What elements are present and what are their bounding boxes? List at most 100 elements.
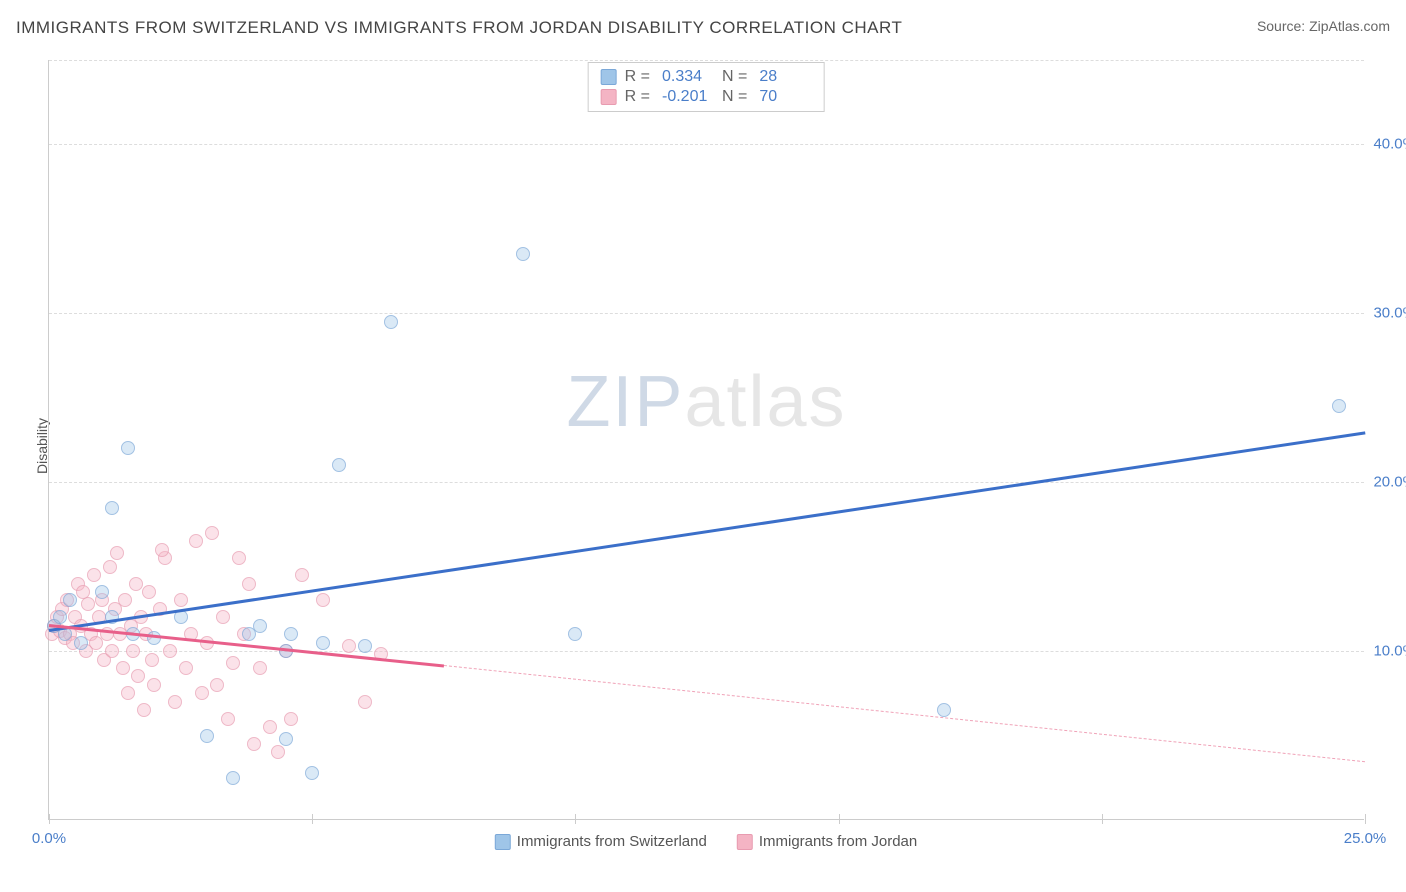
data-point bbox=[263, 720, 277, 734]
x-tick bbox=[49, 814, 50, 824]
data-point bbox=[126, 644, 140, 658]
data-point bbox=[155, 543, 169, 557]
data-point bbox=[242, 577, 256, 591]
stat-r-label: R = bbox=[625, 68, 650, 86]
data-point bbox=[53, 610, 67, 624]
data-point bbox=[145, 653, 159, 667]
data-point bbox=[295, 568, 309, 582]
trend-line-dashed bbox=[444, 665, 1365, 762]
x-tick-label: 0.0% bbox=[32, 830, 66, 847]
data-point bbox=[226, 771, 240, 785]
stat-r-value: -0.201 bbox=[662, 88, 714, 106]
x-tick bbox=[575, 814, 576, 824]
data-point bbox=[116, 661, 130, 675]
data-point bbox=[210, 678, 224, 692]
data-point bbox=[142, 585, 156, 599]
plot-region: ZIPatlas 10.0%20.0%30.0%40.0%0.0%25.0% bbox=[48, 60, 1364, 820]
data-point bbox=[63, 593, 77, 607]
stats-row: R = 0.334 N = 28 bbox=[601, 67, 812, 87]
data-point bbox=[137, 703, 151, 717]
data-point bbox=[284, 627, 298, 641]
stat-n-label: N = bbox=[722, 88, 747, 106]
data-point bbox=[110, 546, 124, 560]
data-point bbox=[95, 585, 109, 599]
legend-swatch bbox=[737, 834, 753, 850]
data-point bbox=[316, 636, 330, 650]
chart-area: ZIPatlas 10.0%20.0%30.0%40.0%0.0%25.0% R… bbox=[48, 60, 1364, 820]
data-point bbox=[253, 661, 267, 675]
data-point bbox=[937, 703, 951, 717]
data-point bbox=[87, 568, 101, 582]
gridline-h bbox=[49, 482, 1364, 483]
y-tick-label: 40.0% bbox=[1373, 136, 1406, 153]
legend-item: Immigrants from Switzerland bbox=[495, 833, 707, 850]
x-tick bbox=[1365, 814, 1366, 824]
data-point bbox=[279, 732, 293, 746]
data-point bbox=[316, 593, 330, 607]
x-tick-label: 25.0% bbox=[1344, 830, 1387, 847]
data-point bbox=[81, 597, 95, 611]
data-point bbox=[168, 695, 182, 709]
legend-item: Immigrants from Jordan bbox=[737, 833, 917, 850]
data-point bbox=[384, 315, 398, 329]
data-point bbox=[200, 729, 214, 743]
legend-swatch bbox=[601, 69, 617, 85]
x-tick bbox=[1102, 814, 1103, 824]
gridline-h bbox=[49, 144, 1364, 145]
data-point bbox=[74, 636, 88, 650]
data-point bbox=[221, 712, 235, 726]
data-point bbox=[163, 644, 177, 658]
source-label: Source: ZipAtlas.com bbox=[1257, 18, 1390, 34]
watermark-zip: ZIP bbox=[566, 362, 684, 442]
data-point bbox=[342, 639, 356, 653]
stat-r-label: R = bbox=[625, 88, 650, 106]
data-point bbox=[253, 619, 267, 633]
data-point bbox=[131, 669, 145, 683]
stats-legend-box: R = 0.334 N = 28 R = -0.201 N = 70 bbox=[588, 62, 825, 112]
legend-bottom: Immigrants from Switzerland Immigrants fr… bbox=[495, 833, 917, 850]
stat-n-value: 28 bbox=[759, 68, 811, 86]
data-point bbox=[105, 501, 119, 515]
x-tick bbox=[312, 814, 313, 824]
data-point bbox=[247, 737, 261, 751]
legend-label: Immigrants from Switzerland bbox=[517, 833, 707, 850]
data-point bbox=[305, 766, 319, 780]
data-point bbox=[105, 644, 119, 658]
data-point bbox=[284, 712, 298, 726]
data-point bbox=[129, 577, 143, 591]
gridline-h bbox=[49, 60, 1364, 61]
data-point bbox=[516, 247, 530, 261]
legend-label: Immigrants from Jordan bbox=[759, 833, 917, 850]
gridline-h bbox=[49, 313, 1364, 314]
stat-n-value: 70 bbox=[759, 88, 811, 106]
data-point bbox=[568, 627, 582, 641]
y-tick-label: 10.0% bbox=[1373, 643, 1406, 660]
stat-n-label: N = bbox=[722, 68, 747, 86]
watermark: ZIPatlas bbox=[566, 361, 846, 443]
data-point bbox=[179, 661, 193, 675]
trend-line bbox=[49, 432, 1365, 633]
data-point bbox=[147, 678, 161, 692]
gridline-h bbox=[49, 651, 1364, 652]
x-tick bbox=[839, 814, 840, 824]
data-point bbox=[205, 526, 219, 540]
stat-r-value: 0.334 bbox=[662, 68, 714, 86]
data-point bbox=[121, 686, 135, 700]
chart-title: IMMIGRANTS FROM SWITZERLAND VS IMMIGRANT… bbox=[16, 18, 902, 38]
y-tick-label: 20.0% bbox=[1373, 474, 1406, 491]
data-point bbox=[216, 610, 230, 624]
data-point bbox=[226, 656, 240, 670]
legend-swatch bbox=[495, 834, 511, 850]
y-tick-label: 30.0% bbox=[1373, 305, 1406, 322]
stats-row: R = -0.201 N = 70 bbox=[601, 87, 812, 107]
watermark-atlas: atlas bbox=[684, 362, 846, 442]
data-point bbox=[358, 695, 372, 709]
data-point bbox=[189, 534, 203, 548]
data-point bbox=[1332, 399, 1346, 413]
data-point bbox=[103, 560, 117, 574]
data-point bbox=[271, 745, 285, 759]
legend-swatch bbox=[601, 89, 617, 105]
data-point bbox=[232, 551, 246, 565]
data-point bbox=[195, 686, 209, 700]
data-point bbox=[332, 458, 346, 472]
